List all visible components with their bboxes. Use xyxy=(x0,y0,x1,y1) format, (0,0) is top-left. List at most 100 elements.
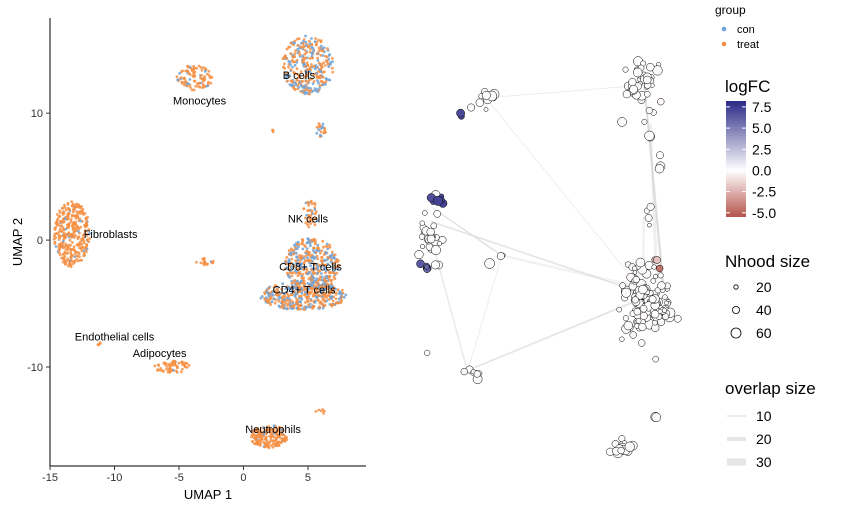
umap-point-treat xyxy=(69,265,73,269)
umap-point-treat xyxy=(68,260,72,264)
umap-point-con xyxy=(323,259,327,262)
umap-panel: B cells Monocytes Fibroblasts NK cells CD8+ … xyxy=(10,18,366,502)
umap-point-treat xyxy=(311,307,315,310)
umap-point-treat xyxy=(304,56,307,60)
umap-point-treat xyxy=(305,267,308,271)
umap-point-con xyxy=(314,295,318,299)
umap-point-treat xyxy=(259,442,262,446)
umap-point-treat xyxy=(203,260,207,264)
umap-point-con xyxy=(315,277,319,281)
umap-point-treat xyxy=(297,243,301,246)
umap-point-con xyxy=(297,245,300,249)
umap-point-treat xyxy=(281,295,285,298)
umap-point-con xyxy=(320,272,323,275)
umap-point-treat xyxy=(300,242,304,246)
umap-point-treat xyxy=(70,214,74,218)
logfc-legend: logFC 7.5 5.0 2.5 0.0 -2.5 -5.0 xyxy=(725,77,776,221)
umap-point-con xyxy=(334,287,337,291)
umap-point-treat xyxy=(75,254,79,258)
umap-point-treat xyxy=(284,259,288,263)
umap-point-treat xyxy=(302,60,305,64)
umap-point-con xyxy=(317,68,321,71)
x-tick-label: -5 xyxy=(174,472,184,484)
umap-point-treat xyxy=(186,65,190,69)
umap-point-con xyxy=(288,74,292,77)
umap-point-treat xyxy=(328,243,332,247)
umap-point-treat xyxy=(274,443,278,446)
umap-point-treat xyxy=(328,246,332,249)
umap-point-treat xyxy=(314,217,318,221)
umap-point-treat xyxy=(304,245,307,248)
umap-point-treat xyxy=(308,57,312,60)
umap-point-treat xyxy=(272,439,275,443)
umap-point-con xyxy=(304,34,307,38)
nhood-node xyxy=(473,370,481,378)
umap-point-treat xyxy=(75,205,79,209)
umap-point-con xyxy=(321,83,325,87)
y-tick-label: 0 xyxy=(37,235,43,247)
umap-point-treat xyxy=(303,308,306,312)
umap-point-treat xyxy=(324,55,328,58)
umap-point-treat xyxy=(287,294,291,298)
umap-point-con xyxy=(267,294,271,298)
umap-point-treat xyxy=(326,287,330,290)
umap-point-treat xyxy=(296,72,299,76)
umap-point-treat xyxy=(84,250,88,254)
umap-point-treat xyxy=(324,279,328,283)
logfc-tick-label: 2.5 xyxy=(752,141,772,157)
umap-point-treat xyxy=(198,82,201,85)
umap-point-treat xyxy=(165,365,169,368)
umap-point-con xyxy=(315,271,319,275)
umap-point-con xyxy=(298,300,302,303)
umap-point-treat xyxy=(307,225,311,229)
umap-point-treat xyxy=(304,254,307,258)
umap-point-treat xyxy=(330,250,334,254)
umap-point-treat xyxy=(186,84,189,88)
group-legend-swatch-con xyxy=(721,26,727,32)
umap-point-treat xyxy=(335,271,339,275)
umap-point-con xyxy=(309,264,312,268)
umap-point-treat xyxy=(180,70,184,74)
nhood-node xyxy=(651,264,657,270)
umap-point-treat xyxy=(77,227,81,231)
umap-point-treat xyxy=(289,299,293,303)
nhood-node xyxy=(644,90,651,98)
umap-point-con xyxy=(203,69,207,73)
umap-point-treat xyxy=(194,84,198,88)
nhood-node xyxy=(662,294,668,300)
umap-point-treat xyxy=(58,247,62,251)
umap-point-con xyxy=(292,243,296,247)
umap-point-treat xyxy=(271,429,275,433)
umap-point-treat xyxy=(306,223,309,227)
logfc-tick-label: 0.0 xyxy=(752,162,772,178)
umap-point-treat xyxy=(273,301,277,305)
x-axis-title: UMAP 1 xyxy=(184,487,232,502)
nhood-node xyxy=(622,66,629,73)
umap-point-treat xyxy=(318,275,322,279)
umap-point-treat xyxy=(308,39,311,43)
umap-point-treat xyxy=(192,88,196,92)
umap-point-treat xyxy=(317,38,320,42)
umap-point-treat xyxy=(314,210,318,214)
umap-point-treat xyxy=(61,226,65,230)
umap-point-con xyxy=(316,265,320,269)
umap-point-con xyxy=(330,265,334,269)
nhood-edge xyxy=(467,255,503,371)
umap-point-treat xyxy=(57,251,61,255)
umap-point-con xyxy=(288,252,292,256)
umap-point-con xyxy=(323,283,326,286)
umap-point-con xyxy=(300,89,304,93)
umap-point-treat xyxy=(76,212,79,216)
y-axis-title: UMAP 2 xyxy=(10,218,25,266)
umap-point-treat xyxy=(285,57,288,60)
umap-point-treat xyxy=(61,206,65,210)
umap-point-con xyxy=(331,60,334,63)
umap-point-treat xyxy=(207,69,211,73)
nhood-node xyxy=(657,281,666,290)
umap-point-treat xyxy=(303,75,306,79)
umap-point-con xyxy=(308,244,312,248)
umap-point-treat xyxy=(321,239,325,243)
umap-point-treat xyxy=(302,288,305,292)
umap-point-treat xyxy=(184,80,188,84)
umap-point-treat xyxy=(260,438,264,442)
